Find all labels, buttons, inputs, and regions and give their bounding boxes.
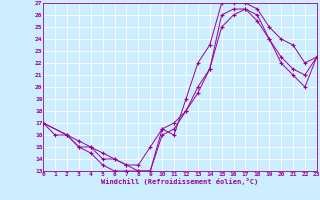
- X-axis label: Windchill (Refroidissement éolien,°C): Windchill (Refroidissement éolien,°C): [101, 178, 259, 185]
